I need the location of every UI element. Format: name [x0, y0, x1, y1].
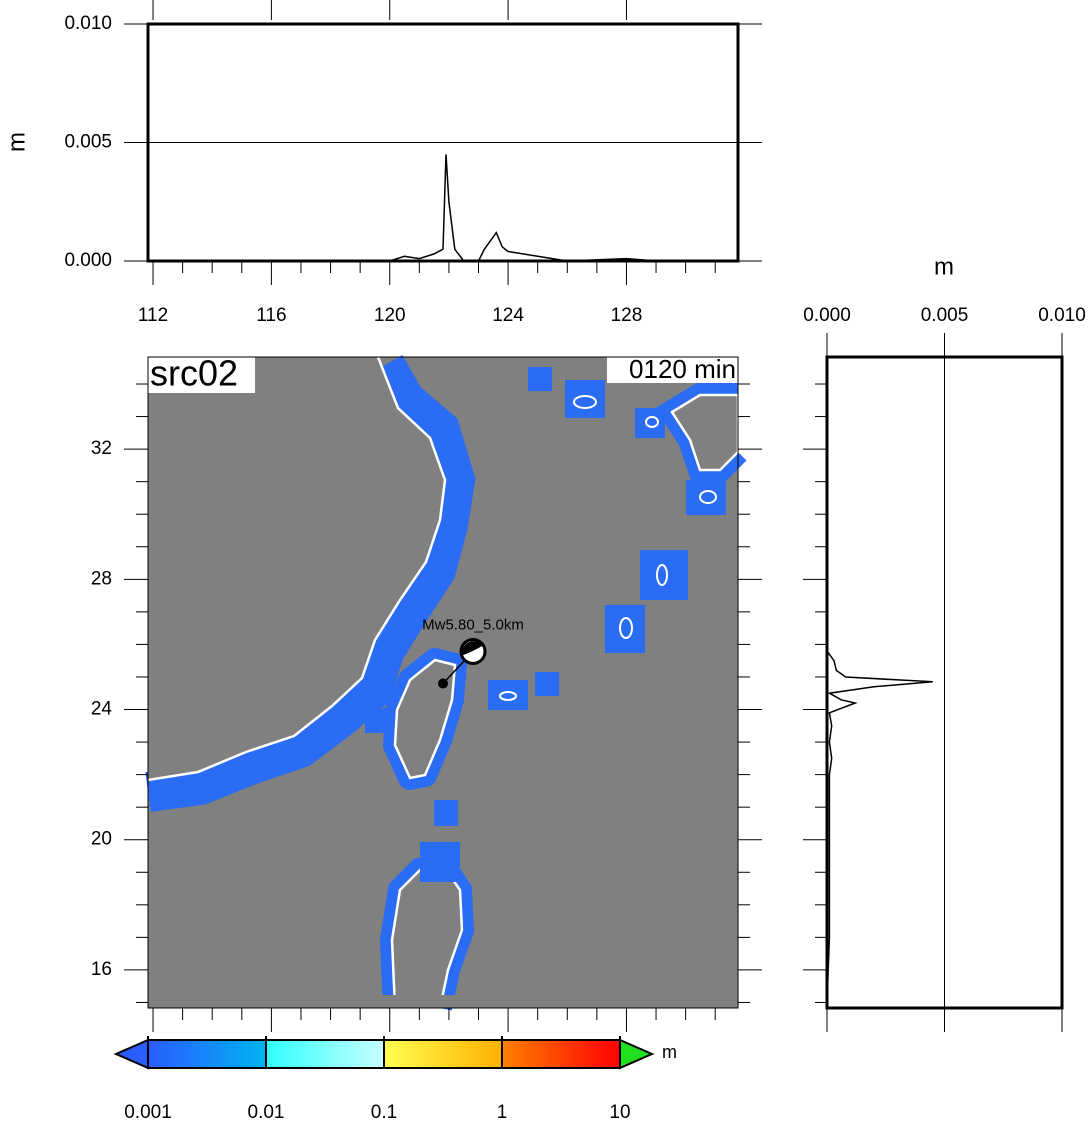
- map-frame: [147, 356, 739, 1009]
- x-tick-label: 116: [256, 305, 286, 326]
- map-layer: src02 0120 min Mw5.80_5.0km: [145, 353, 747, 1011]
- taiwan: [393, 658, 457, 780]
- x-tick-label: 0.000: [803, 305, 851, 326]
- color-segment: [502, 1040, 620, 1068]
- color-segment: [384, 1040, 502, 1068]
- x-tick-label: 0.005: [921, 305, 969, 326]
- x-tick-label: 124: [492, 305, 524, 326]
- label-box: [148, 357, 255, 393]
- under-arrow: [113, 1038, 149, 1070]
- x-tick-label: 112: [138, 305, 168, 326]
- event-label: Mw5.80_5.0km: [422, 616, 524, 633]
- japan: [670, 393, 740, 472]
- y-tick-label: 20: [91, 829, 112, 850]
- x-tick-label: 0.010: [1038, 305, 1086, 326]
- x-tick-label: 120: [374, 305, 406, 326]
- colorbar-label: 0.1: [371, 1102, 397, 1123]
- x-tick-label: 128: [611, 305, 643, 326]
- y-tick-label: 32: [91, 438, 112, 459]
- beachball-quadrant: [461, 641, 483, 656]
- y-tick-label: 28: [91, 568, 112, 589]
- colorbar-label: 0.01: [248, 1102, 285, 1123]
- colorbar-label: 1: [497, 1102, 508, 1123]
- y-tick-label: 24: [91, 699, 113, 720]
- colorbar-label: 10: [609, 1102, 630, 1123]
- sea: [148, 995, 738, 1008]
- over-arrow: [619, 1038, 655, 1070]
- y-tick-label: 0.000: [64, 250, 112, 271]
- plot-frame: [825, 355, 1064, 1010]
- y-tick-label: 16: [91, 959, 112, 980]
- islands: [365, 367, 726, 882]
- island-coasts: [499, 395, 717, 701]
- plot-frame: [146, 22, 740, 263]
- event: Mw5.80_5.0km: [422, 616, 524, 689]
- epicenter: [438, 678, 448, 689]
- profile-line: [389, 154, 657, 262]
- colorbar-unit: m: [662, 1042, 677, 1062]
- y-tick-label: 0.005: [64, 132, 112, 153]
- color-segment: [148, 1040, 266, 1068]
- label-box: [607, 357, 738, 383]
- shelf: [145, 355, 476, 812]
- mainland: [148, 357, 445, 780]
- x-axis-label: m: [934, 253, 954, 280]
- source-title: src02: [150, 353, 238, 394]
- time-label: 0120 min: [629, 354, 736, 384]
- color-segment: [266, 1040, 384, 1068]
- y-tick-label: 0.010: [64, 13, 112, 34]
- coastline: [147, 356, 447, 782]
- colorbar-label: 0.001: [124, 1102, 172, 1123]
- y-axis-label: m: [3, 132, 30, 152]
- profile-line: [826, 650, 933, 1003]
